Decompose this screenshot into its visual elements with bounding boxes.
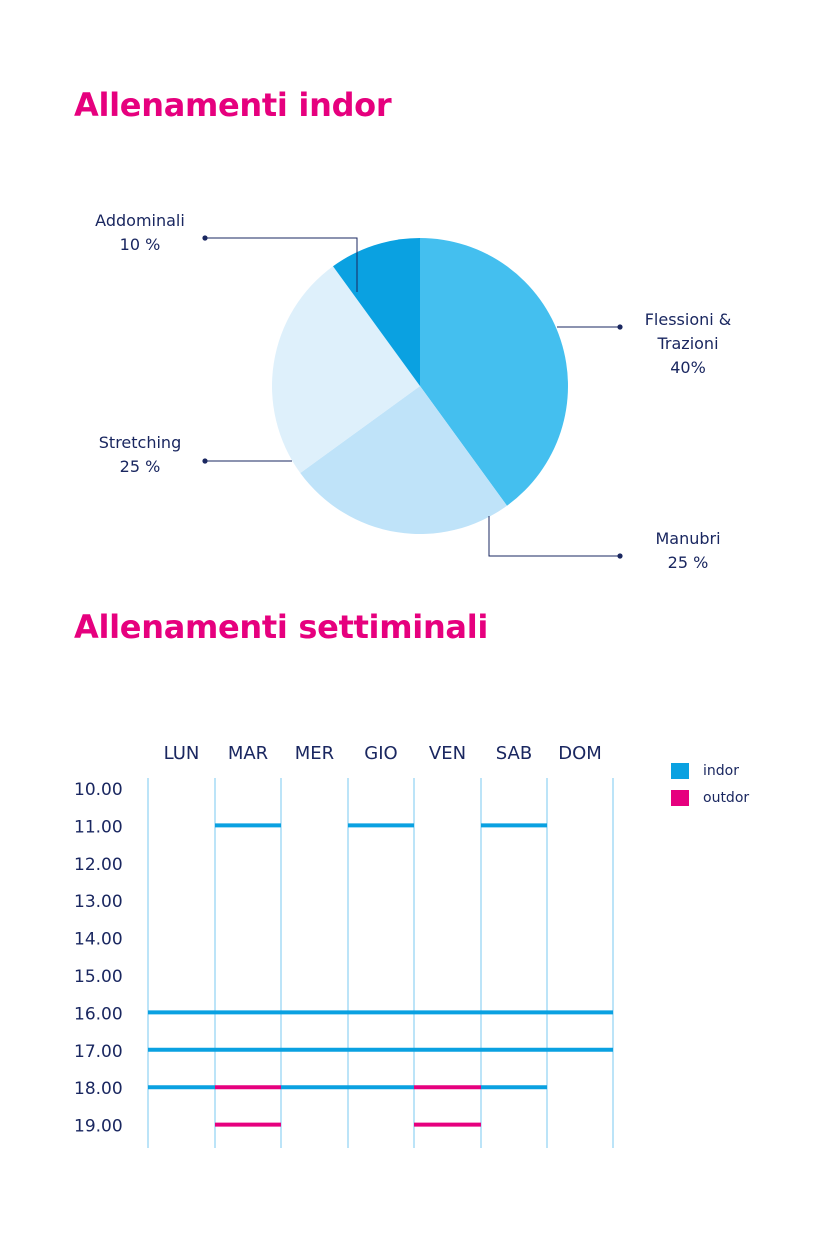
pie-labels: Flessioni & Trazioni 40% Manubri 25 % Stretch…	[95, 211, 731, 572]
hour-label: 18.00	[74, 1079, 123, 1099]
pie-slice-label: 10 %	[120, 235, 161, 254]
pie-slice-label: Trazioni	[656, 334, 718, 353]
schedule-chart-title: Allenamenti settiminali	[74, 608, 489, 646]
legend-label: indor	[703, 763, 739, 779]
pie-chart	[272, 238, 568, 534]
pie-leader-line	[205, 237, 358, 292]
legend-label: outdor	[703, 790, 749, 806]
hour-label: 15.00	[74, 967, 123, 987]
hour-label: 11.00	[74, 817, 123, 837]
hour-label: 14.00	[74, 930, 123, 950]
pie-leader-dot	[617, 324, 623, 330]
hour-label: 19.00	[74, 1117, 123, 1137]
pie-leader-dot	[202, 235, 208, 241]
hour-label: 13.00	[74, 892, 123, 912]
pie-slice	[420, 238, 568, 506]
legend-swatch	[671, 763, 689, 779]
pie-slice-label: Manubri	[655, 529, 720, 548]
schedule-chart: LUN MAR MER GIO VEN SAB DOM 10.00 11.00 12.00 13.0…	[74, 743, 749, 1148]
day-label: MAR	[228, 743, 268, 764]
pie-slice-label: Addominali	[95, 211, 185, 230]
pie-leader-dot	[617, 553, 623, 559]
pie-slice-label: 25 %	[668, 553, 709, 572]
pie-slice-label: 25 %	[120, 457, 161, 476]
hour-label: 17.00	[74, 1042, 123, 1062]
pie-slice	[272, 266, 420, 473]
pie-slice	[333, 238, 420, 386]
hour-label: 10.00	[74, 780, 123, 800]
pie-leader-dot	[202, 458, 208, 464]
day-label: VEN	[429, 743, 466, 764]
pie-leader-line	[488, 516, 620, 557]
legend-swatch	[671, 790, 689, 806]
day-label: LUN	[164, 743, 200, 764]
pie-chart-title: Allenamenti indor	[74, 86, 392, 124]
hour-label: 16.00	[74, 1004, 123, 1024]
day-label: SAB	[496, 743, 532, 764]
day-label: DOM	[558, 743, 602, 764]
hour-label: 12.00	[74, 855, 123, 875]
pie-slice-label: 40%	[670, 358, 706, 377]
pie-slice-label: Flessioni &	[645, 310, 732, 329]
pie-slice-label: Stretching	[99, 433, 181, 452]
day-label: GIO	[364, 743, 397, 764]
day-label: MER	[295, 743, 334, 764]
pie-slice	[300, 386, 507, 534]
